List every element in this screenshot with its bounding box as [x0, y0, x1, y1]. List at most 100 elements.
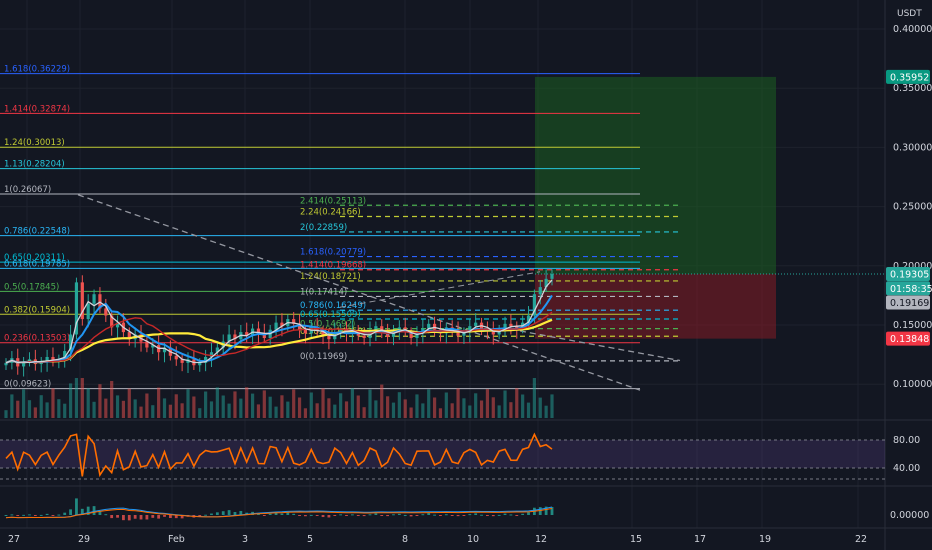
macd-histogram-bar [486, 515, 489, 516]
time-tick-label: 27 [8, 534, 20, 545]
candle-body [256, 328, 261, 334]
volume-bar [474, 393, 478, 418]
candle-body [68, 334, 73, 352]
rsi-pane[interactable] [0, 432, 885, 480]
macd-histogram-bar [374, 513, 378, 515]
time-axis[interactable]: 27 29 Feb 3 5 8 10 12 15 17 19 22 [8, 534, 867, 545]
macd-histogram-bar [462, 515, 466, 516]
volume-bar [63, 403, 67, 418]
volume-bar [444, 392, 448, 418]
volume-bar [479, 400, 484, 418]
macd-histogram-bar [180, 515, 184, 519]
macd-histogram-bar [221, 511, 225, 515]
macd-histogram-bar [198, 515, 202, 517]
candle-body [98, 294, 102, 309]
fib-level-label: 0(0.09623) [4, 380, 51, 390]
price-tick-label: 0.25000 [893, 202, 932, 213]
volume-bar [110, 381, 114, 418]
fib-ext-label: 2.414(0.25113) [300, 196, 366, 206]
volume-bar [315, 403, 319, 418]
macd-histogram-bar [356, 515, 360, 516]
fib-ext-label: 0.786(0.16249) [300, 301, 366, 311]
volume-bar [327, 398, 331, 418]
macd-histogram-bar [127, 515, 131, 521]
price-badge [886, 295, 930, 310]
price-tick-label: 0.15000 [893, 320, 932, 331]
candle-body [491, 330, 495, 335]
fib-level-label: 1(0.26067) [4, 185, 51, 195]
fib-level-label: 1.618(0.36229) [4, 65, 70, 75]
volume-bar [198, 408, 202, 418]
fib-level-label: 0.65(0.20311) [4, 253, 65, 263]
candle-body [127, 332, 131, 340]
trend-line [339, 271, 541, 308]
macd-histogram-bar [280, 513, 284, 515]
candle-body [145, 341, 149, 348]
candle-body [462, 332, 466, 336]
candle-body [339, 328, 343, 333]
candle-body [374, 326, 378, 331]
long-position-tool[interactable] [535, 76, 885, 339]
volume-bar [274, 406, 278, 418]
volume-bar [344, 401, 349, 418]
price-tick-label: 0.35000 [893, 83, 932, 94]
macd-histogram-bar [98, 511, 102, 515]
volume-bar [250, 393, 255, 418]
time-tick-label: 17 [694, 534, 706, 545]
candle-body [180, 359, 184, 363]
candle-body [74, 282, 79, 335]
volume-bar [239, 398, 243, 418]
candle-body [297, 323, 302, 330]
volume-bar [450, 403, 454, 418]
macd-line [5, 506, 553, 519]
macd-histogram-bar [157, 515, 161, 519]
candle-body [321, 330, 325, 336]
volume-bar [133, 399, 137, 418]
volume-bars [4, 378, 554, 418]
macd-histogram-bar [439, 515, 442, 516]
candle-body [162, 347, 167, 353]
volume-bar [204, 391, 208, 418]
rsi-line [5, 432, 553, 478]
ma-red-line [5, 311, 553, 364]
candle-body [204, 356, 208, 363]
candle-body [80, 282, 84, 320]
price-tick-label: 0.40000 [893, 24, 932, 35]
volume-bar [151, 405, 155, 418]
volume-bar [22, 389, 26, 418]
volume-bar [98, 384, 102, 418]
volume-bar [186, 389, 190, 418]
candle-body [362, 335, 366, 339]
macd-histogram-bar [527, 512, 530, 515]
time-tick-label: Feb [168, 534, 185, 545]
price-axis[interactable]: USDT 0.40000 0.35000 0.30000 0.25000 0.20000… [886, 9, 932, 521]
macd-histogram-bar [233, 512, 237, 515]
candle-body [27, 359, 32, 362]
trend-lines[interactable] [77, 194, 681, 391]
macd-pane[interactable] [4, 498, 554, 521]
time-tick-label: 22 [855, 534, 867, 545]
volume-bar [368, 389, 372, 418]
macd-histogram-bar [362, 515, 366, 517]
time-tick-label: 8 [402, 534, 408, 545]
candle-body [474, 322, 478, 327]
candle-body [415, 333, 419, 339]
candle-body [427, 323, 431, 329]
volume-bar [45, 402, 49, 418]
volume-bar [256, 404, 261, 418]
volume-bar [180, 403, 184, 418]
fib-level-label: 1.24(0.30013) [4, 138, 65, 148]
volume-bar [415, 394, 419, 418]
macd-histogram-bar [368, 514, 372, 516]
macd-histogram-bar [133, 515, 137, 519]
volume-bar [538, 397, 542, 418]
macd-histogram-bar [397, 513, 401, 515]
fib-ext-label: 1.24(0.18721) [300, 272, 361, 282]
macd-histogram-bar [339, 514, 343, 516]
volume-bar [168, 404, 172, 418]
price-badge [886, 331, 930, 346]
macd-histogram-bar [39, 514, 43, 516]
moving-averages [5, 279, 553, 364]
volume-bar [409, 407, 413, 418]
